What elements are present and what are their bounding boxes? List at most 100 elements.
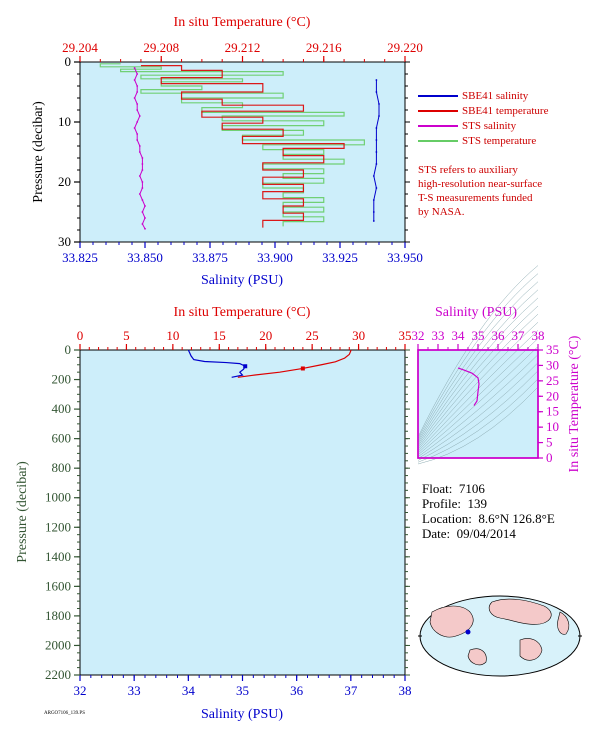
- top-series-sts-temperature: [99, 63, 365, 227]
- top-series-sts-salinity: [134, 67, 146, 230]
- top-series-point: [375, 139, 378, 141]
- bottom-salinity-axis-tick-label: 33: [128, 683, 141, 698]
- legend-swatch-sts-salinity: [418, 124, 458, 127]
- bottom-temp-axis-tick-label: 20: [259, 328, 272, 343]
- bottom-pressure-axis-tick-label: 200: [52, 372, 72, 387]
- ts-density-contour: [417, 297, 539, 445]
- top-series-point: [378, 115, 380, 117]
- ts-salinity-axis-tick-label: 35: [472, 328, 485, 343]
- bottom-pressure-axis-tick-label: 1800: [45, 608, 71, 623]
- footer-code: ARGO7106_139.PS: [44, 711, 85, 716]
- date-row: Date: 09/04/2014: [422, 526, 555, 541]
- top-salinity-axis-tick-label: 33.850: [127, 250, 163, 265]
- sts-note: STS refers to auxiliary high-resolution …: [418, 163, 598, 219]
- date-label: Date:: [422, 526, 451, 541]
- top-series-point: [138, 175, 141, 177]
- top-series-point: [138, 145, 141, 147]
- bottom-salinity-axis-tick-label: 32: [74, 683, 87, 698]
- top-chart-salinity-axis-title: Salinity (PSU): [201, 273, 283, 288]
- bottom-pressure-axis-tick-label: 1200: [45, 519, 71, 534]
- legend-item: SBE41 temperature: [418, 103, 548, 118]
- top-series-point: [372, 220, 375, 222]
- top-series-point: [138, 115, 141, 117]
- bottom-temp-axis-tick-label: 10: [166, 328, 179, 343]
- bottom-pressure-axis-tick-label: 1400: [45, 549, 71, 564]
- float-info: Float: 7106 Profile: 139 Location: 8.6°N…: [422, 481, 555, 541]
- profile-value: 139: [467, 496, 488, 511]
- bottom-temp-axis-tick-label: 0: [77, 328, 84, 343]
- ts-plot-area: [417, 349, 539, 459]
- legend-swatch-sbe41-salinity: [418, 94, 458, 97]
- ts-salinity-axis-tick-label: 34: [452, 328, 466, 343]
- ts-temperature-axis-tick-label: 25: [546, 373, 559, 388]
- bottom-series-sbe41-temperature: [237, 349, 352, 378]
- top-pressure-axis-tick-label: 20: [58, 174, 71, 189]
- ts-density-contour: [417, 305, 539, 447]
- top-chart-temp-axis-title: In situ Temperature (°C): [174, 15, 311, 30]
- ts-temperature-axis-tick-label: 15: [546, 404, 559, 419]
- bottom-salinity-axis-tick-label: 35: [236, 683, 249, 698]
- top-series-point: [375, 187, 378, 189]
- top-series-point: [136, 121, 139, 123]
- top-salinity-axis-tick-label: 33.875: [192, 250, 228, 265]
- top-series-point: [136, 133, 139, 135]
- profile-label: Profile:: [422, 496, 461, 511]
- bottom-series-sbe41-salinity: [187, 349, 247, 378]
- top-series-point: [372, 211, 375, 213]
- top-series-point: [372, 199, 375, 201]
- bottom-pressure-axis-tick-label: 2200: [45, 667, 71, 682]
- bottom-temp-axis-tick-label: 15: [213, 328, 226, 343]
- date-value: 09/04/2014: [456, 526, 516, 541]
- top-series-point: [141, 157, 144, 159]
- top-series-point: [138, 193, 141, 195]
- bottom-salinity-axis-tick-label: 38: [399, 683, 412, 698]
- top-series-point: [144, 227, 146, 230]
- legend-label: SBE41 salinity: [462, 89, 529, 102]
- top-salinity-axis-tick-label: 33.825: [62, 250, 98, 265]
- ts-salinity-axis-tick-label: 32: [412, 328, 425, 343]
- top-series-point: [133, 97, 136, 99]
- top-pressure-axis-tick-label: 30: [58, 234, 71, 249]
- top-salinity-axis-tick-label: 33.925: [322, 250, 358, 265]
- ts-density-contour: [417, 354, 539, 458]
- location-globe-map: [418, 595, 582, 677]
- top-series-point: [141, 181, 144, 183]
- legend-item: STS temperature: [418, 133, 548, 148]
- legend-label: STS temperature: [462, 134, 537, 147]
- top-series-point: [375, 79, 378, 81]
- note-line: T-S measurements funded: [418, 192, 533, 204]
- top-temp-axis-tick-label: 29.220: [387, 40, 423, 55]
- ts-density-contour: [417, 378, 539, 463]
- top-series-point: [144, 217, 146, 219]
- top-series-point: [136, 139, 139, 141]
- top-series-point: [375, 151, 378, 153]
- ts-temperature-axis-tick-label: 30: [546, 357, 559, 372]
- top-series-point: [141, 187, 144, 189]
- ts-temperature-axis-title: In situ Temperature (°C): [567, 335, 582, 472]
- top-pressure-axis-tick-label: 10: [58, 114, 71, 129]
- top-series-point: [375, 163, 378, 165]
- legend-label: STS salinity: [462, 119, 517, 132]
- top-series-point: [136, 73, 139, 75]
- ts-salinity-axis-tick-label: 33: [432, 328, 445, 343]
- top-temp-axis-tick-label: 29.216: [306, 40, 342, 55]
- note-line: high-resolution near-surface: [418, 178, 543, 190]
- ts-density-contour: [417, 273, 539, 439]
- top-series-point: [133, 127, 136, 129]
- legend-item: STS salinity: [418, 118, 548, 133]
- ts-salinity-axis-title: Salinity (PSU): [435, 305, 517, 320]
- location-value: 8.6°N 126.8°E: [478, 511, 555, 526]
- top-series-point: [136, 85, 139, 87]
- ts-density-contour: [417, 386, 539, 465]
- top-pressure-axis-tick-label: 0: [65, 54, 72, 69]
- note-line: STS refers to auxiliary: [418, 164, 518, 176]
- top-temp-axis-tick-label: 29.208: [143, 40, 179, 55]
- ts-density-contour: [417, 289, 539, 443]
- legend-swatch-sbe41-temperature: [418, 109, 458, 112]
- bottom-temp-axis-tick-label: 35: [399, 328, 412, 343]
- ts-salinity-axis-tick-label: 37: [512, 328, 526, 343]
- bottom-temp-axis-tick-label: 30: [352, 328, 365, 343]
- note-line: by NASA.: [418, 206, 465, 218]
